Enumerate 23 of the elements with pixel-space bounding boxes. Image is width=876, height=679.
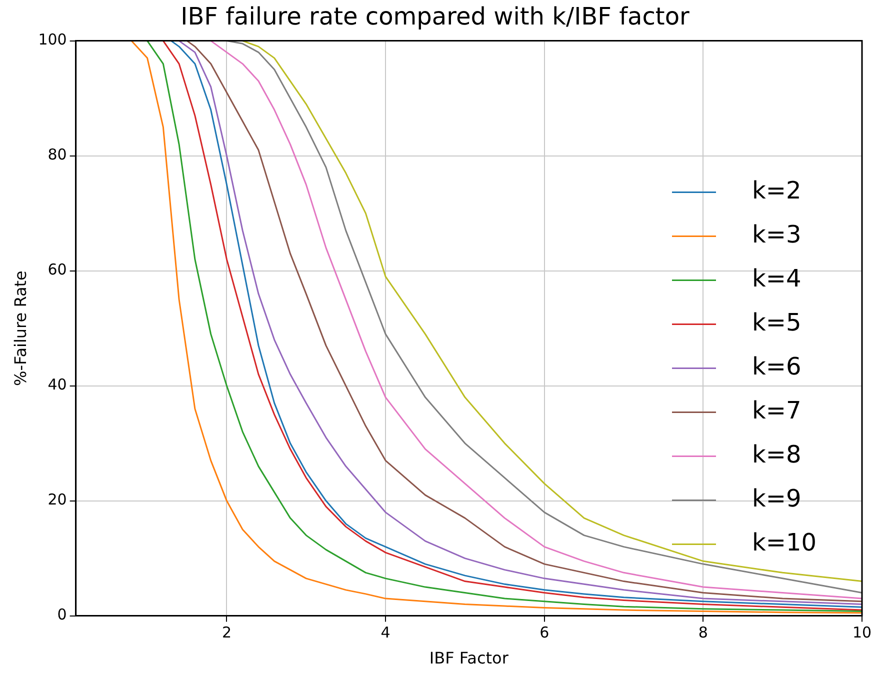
chart-title: IBF failure rate compared with k/IBF factor (180, 2, 690, 31)
legend-label: k=8 (752, 440, 802, 469)
legend-label: k=6 (752, 352, 802, 381)
legend-label: k=3 (752, 220, 802, 249)
legend-label: k=10 (752, 528, 817, 557)
legend-label: k=7 (752, 396, 802, 425)
y-axis-title: %-Failure Rate (10, 270, 30, 386)
y-tick-label: 40 (48, 376, 67, 394)
legend-label: k=4 (752, 264, 802, 293)
x-tick-label: 4 (380, 624, 390, 642)
y-tick-label: 100 (38, 30, 67, 49)
legend-label: k=5 (752, 308, 802, 337)
x-tick-label: 2 (222, 624, 232, 642)
legend-label: k=9 (752, 484, 802, 513)
y-tick-label: 20 (48, 490, 67, 509)
y-tick-label: 0 (57, 606, 67, 624)
legend-label: k=2 (752, 176, 802, 205)
x-axis-title: IBF Factor (429, 648, 509, 668)
y-tick-label: 60 (48, 260, 67, 279)
x-tick-label: 6 (540, 624, 550, 642)
x-tick-label: 10 (852, 624, 872, 642)
y-tick-label: 80 (48, 146, 67, 164)
x-tick-label: 8 (698, 624, 708, 642)
